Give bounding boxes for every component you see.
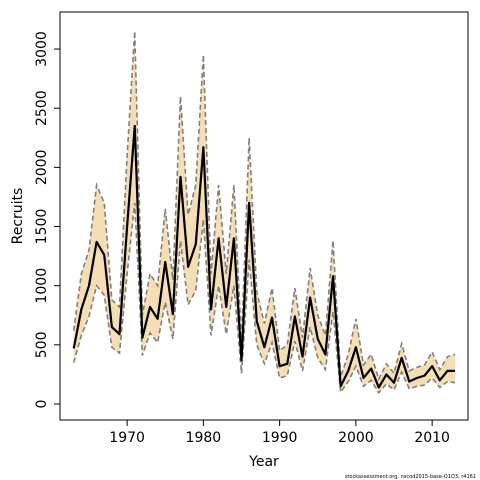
- plot-frame: [59, 11, 469, 421]
- y-tick-label: 3000: [34, 31, 50, 67]
- x-tick-label: 1990: [262, 430, 298, 446]
- y-tick-label: 2000: [34, 150, 50, 186]
- band-lower-line: [72, 202, 456, 395]
- band-upper-line: [72, 31, 456, 382]
- y-axis-label: Recruits: [10, 188, 26, 245]
- y-tick-label: 500: [34, 331, 50, 358]
- x-tick-label: 1980: [186, 430, 222, 446]
- confidence-band: [73, 31, 456, 393]
- y-tick-label: 1000: [34, 268, 50, 304]
- x-tick-label: 1970: [109, 430, 145, 446]
- y-tick-label: 2500: [34, 90, 50, 126]
- x-tick-label: 2000: [338, 430, 374, 446]
- y-tick-label: 0: [34, 400, 50, 409]
- x-tick-label: 2010: [414, 430, 450, 446]
- footnote: stockassessment.org, nscod2015-base-Q1Q3…: [345, 474, 476, 480]
- y-tick-label: 1500: [34, 209, 50, 245]
- estimate-line: [72, 124, 456, 389]
- x-axis-label: Year: [248, 454, 279, 470]
